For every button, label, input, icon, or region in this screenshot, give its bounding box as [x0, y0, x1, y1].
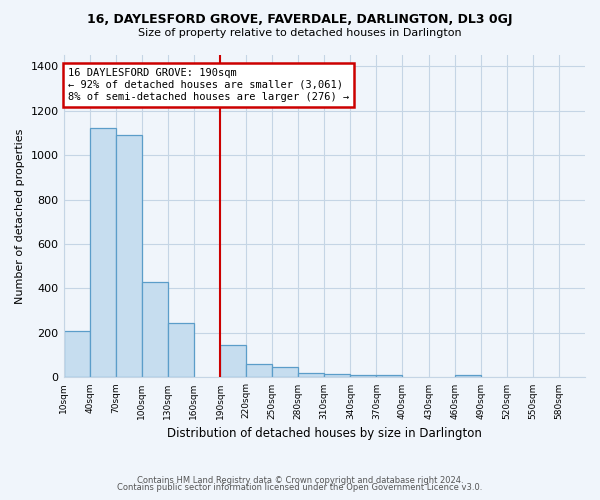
Bar: [272, 368, 298, 378]
Bar: [324, 374, 350, 378]
Bar: [376, 375, 403, 378]
Bar: [116, 135, 142, 378]
Bar: [220, 345, 246, 378]
Bar: [350, 375, 376, 378]
Text: Size of property relative to detached houses in Darlington: Size of property relative to detached ho…: [138, 28, 462, 38]
Bar: [246, 364, 272, 378]
Bar: [142, 282, 168, 378]
Text: Contains HM Land Registry data © Crown copyright and database right 2024.: Contains HM Land Registry data © Crown c…: [137, 476, 463, 485]
X-axis label: Distribution of detached houses by size in Darlington: Distribution of detached houses by size …: [167, 427, 482, 440]
Bar: [298, 373, 324, 378]
Bar: [64, 330, 89, 378]
Bar: [455, 375, 481, 378]
Bar: [168, 323, 194, 378]
Text: 16, DAYLESFORD GROVE, FAVERDALE, DARLINGTON, DL3 0GJ: 16, DAYLESFORD GROVE, FAVERDALE, DARLING…: [87, 12, 513, 26]
Y-axis label: Number of detached properties: Number of detached properties: [15, 128, 25, 304]
Bar: [89, 128, 116, 378]
Text: Contains public sector information licensed under the Open Government Licence v3: Contains public sector information licen…: [118, 484, 482, 492]
Text: 16 DAYLESFORD GROVE: 190sqm
← 92% of detached houses are smaller (3,061)
8% of s: 16 DAYLESFORD GROVE: 190sqm ← 92% of det…: [68, 68, 349, 102]
